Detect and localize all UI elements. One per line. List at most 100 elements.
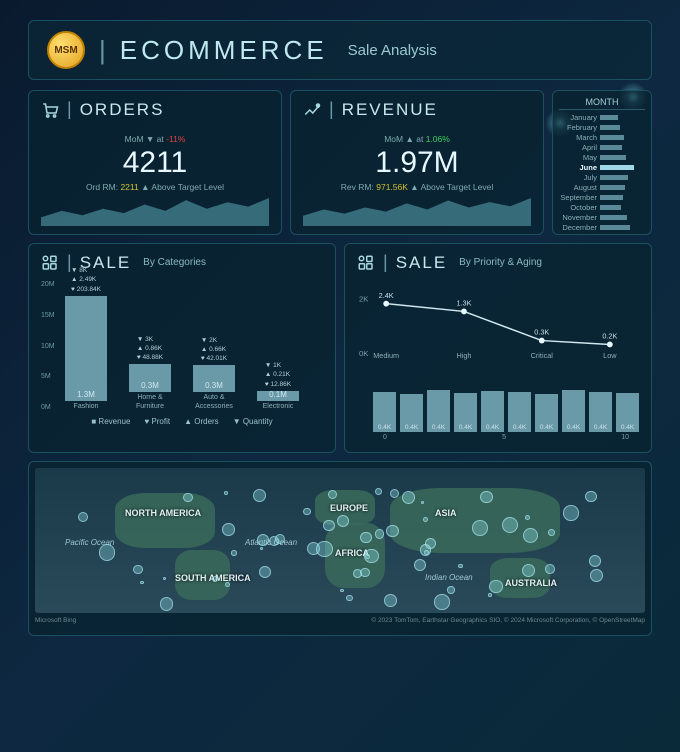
month-item-april[interactable]: April (559, 142, 645, 152)
orders-sparkline (41, 194, 269, 226)
orders-title: ORDERS (80, 100, 165, 120)
orders-mom-value: -11% (166, 134, 185, 144)
month-item-may[interactable]: May (559, 152, 645, 162)
world-map[interactable]: NORTH AMERICASOUTH AMERICAEUROPEAFRICAAS… (35, 468, 645, 613)
map-bubble[interactable] (346, 595, 353, 602)
month-item-september[interactable]: September (559, 192, 645, 202)
map-bubble[interactable] (99, 544, 116, 561)
category-bar[interactable]: ▼ 3K▲ 0.86K♥ 48.88K0.3MHome & Furniture (127, 335, 173, 411)
priority-subtitle: By Priority & Aging (459, 257, 542, 268)
revenue-rm-value: 971.56K (376, 182, 408, 192)
map-bubble[interactable] (488, 593, 492, 597)
svg-text:0.3K: 0.3K (534, 328, 549, 337)
category-bar[interactable]: ▼ 1K▲ 0.21K♥ 12.86K0.1MElectronic (255, 361, 301, 411)
map-bubble[interactable] (183, 493, 192, 502)
map-bubble[interactable] (458, 564, 463, 569)
revenue-mom-value: 1.06% (426, 134, 450, 144)
category-bar[interactable]: ▼ 8K▲ 2.49K♥ 203.84K1.3MFashion (63, 266, 109, 411)
svg-text:High: High (456, 351, 471, 360)
month-filter-title: MONTH (559, 95, 645, 110)
aging-bar: 0.4K (616, 393, 639, 432)
map-bubble[interactable] (303, 508, 311, 516)
legend-item[interactable]: ♥ Profit (144, 417, 170, 426)
svg-text:2K: 2K (359, 295, 369, 304)
map-bubble[interactable] (323, 520, 335, 532)
page-title: ECOMMERCE (120, 35, 328, 66)
sale-categories-card[interactable]: | SALE By Categories 20M15M10M5M0M ▼ 8K▲… (28, 243, 336, 453)
map-bubble[interactable] (222, 523, 234, 535)
aging-bar: 0.4K (454, 393, 477, 432)
map-bubble[interactable] (160, 597, 173, 610)
map-bubble[interactable] (384, 594, 397, 607)
map-bubble[interactable] (224, 491, 228, 495)
map-bubble[interactable] (253, 489, 266, 502)
aging-bar: 0.4K (427, 390, 450, 432)
map-bubble[interactable] (589, 555, 601, 567)
categories-subtitle: By Categories (143, 257, 206, 268)
svg-text:1.3K: 1.3K (456, 299, 471, 308)
month-filter-card: MONTH JanuaryFebruaryMarchAprilMayJuneJu… (552, 90, 652, 235)
legend-item[interactable]: ▼ Quantity (233, 417, 273, 426)
brand-logo: MSM (47, 31, 85, 69)
separator: | (99, 35, 106, 66)
map-bubble[interactable] (259, 566, 271, 578)
orders-value: 4211 (41, 146, 269, 180)
map-bubble[interactable] (353, 569, 362, 578)
month-item-october[interactable]: October (559, 202, 645, 212)
month-item-february[interactable]: February (559, 122, 645, 132)
map-bubble[interactable] (489, 580, 502, 593)
map-attribution: © 2023 TomTom, Earthstar Geographics SIO… (371, 617, 645, 624)
aging-bar: 0.4K (535, 394, 558, 432)
map-bubble[interactable] (163, 577, 166, 580)
aging-bar: 0.4K (373, 392, 396, 432)
map-bubble[interactable] (375, 529, 384, 538)
map-bubble[interactable] (340, 589, 344, 593)
month-item-january[interactable]: January (559, 112, 645, 122)
category-bar[interactable]: ▼ 2K▲ 0.66K♥ 42.01K0.3MAuto & Accessorie… (191, 336, 237, 411)
svg-text:0K: 0K (359, 349, 369, 358)
map-bubble[interactable] (563, 505, 579, 521)
revenue-sparkline (303, 194, 531, 226)
priority-line-chart: 2K0K2.4KMedium1.3KHigh0.3KCritical0.2KLo… (357, 291, 639, 361)
map-bubble[interactable] (548, 529, 555, 536)
orders-card[interactable]: | ORDERS MoM ▼ at -11% 4211 Ord RM: 2211… (28, 90, 282, 235)
map-bubble[interactable] (133, 565, 142, 574)
map-bubble[interactable] (140, 581, 143, 584)
map-bubble[interactable] (78, 512, 88, 522)
map-bubble[interactable] (386, 525, 399, 538)
dashboard-container: MSM | ECOMMERCE Sale Analysis | ORDERS M… (28, 20, 652, 636)
map-bubble[interactable] (545, 564, 555, 574)
aging-bar: 0.4K (481, 391, 504, 432)
map-bubble[interactable] (360, 532, 371, 543)
ocean-label: Indian Ocean (425, 573, 473, 582)
map-bubble[interactable] (375, 488, 382, 495)
month-item-november[interactable]: November (559, 212, 645, 222)
map-bubble[interactable] (434, 594, 449, 609)
legend-item[interactable]: ■ Revenue (91, 417, 130, 426)
map-bubble[interactable] (414, 559, 426, 571)
map-bubble[interactable] (590, 569, 603, 582)
month-item-march[interactable]: March (559, 132, 645, 142)
map-card[interactable]: NORTH AMERICASOUTH AMERICAEUROPEAFRICAAS… (28, 461, 652, 636)
month-item-december[interactable]: December (559, 222, 645, 232)
month-item-june[interactable]: June (559, 162, 645, 172)
sale-priority-card[interactable]: | SALE By Priority & Aging 2K0K2.4KMediu… (344, 243, 652, 453)
month-item-july[interactable]: July (559, 172, 645, 182)
cart-icon (41, 101, 59, 119)
aging-bar: 0.4K (400, 394, 423, 432)
map-bubble[interactable] (447, 586, 455, 594)
map-bubble[interactable] (472, 520, 488, 536)
map-bubble[interactable] (231, 550, 236, 555)
aging-bar: 0.4K (589, 392, 612, 432)
revenue-card[interactable]: $ | REVENUE MoM ▲ at 1.06% 1.97M Rev RM:… (290, 90, 544, 235)
legend-item[interactable]: ▲ Orders (184, 417, 219, 426)
map-bubble[interactable] (316, 541, 332, 557)
map-bubble[interactable] (585, 491, 596, 502)
continent-label: EUROPE (330, 503, 368, 513)
page-subtitle: Sale Analysis (348, 42, 437, 59)
month-item-august[interactable]: August (559, 182, 645, 192)
svg-text:Critical: Critical (531, 351, 554, 360)
map-bubble[interactable] (260, 547, 263, 550)
revenue-title: REVENUE (342, 100, 438, 120)
orders-rm-value: 2211 (120, 182, 138, 192)
